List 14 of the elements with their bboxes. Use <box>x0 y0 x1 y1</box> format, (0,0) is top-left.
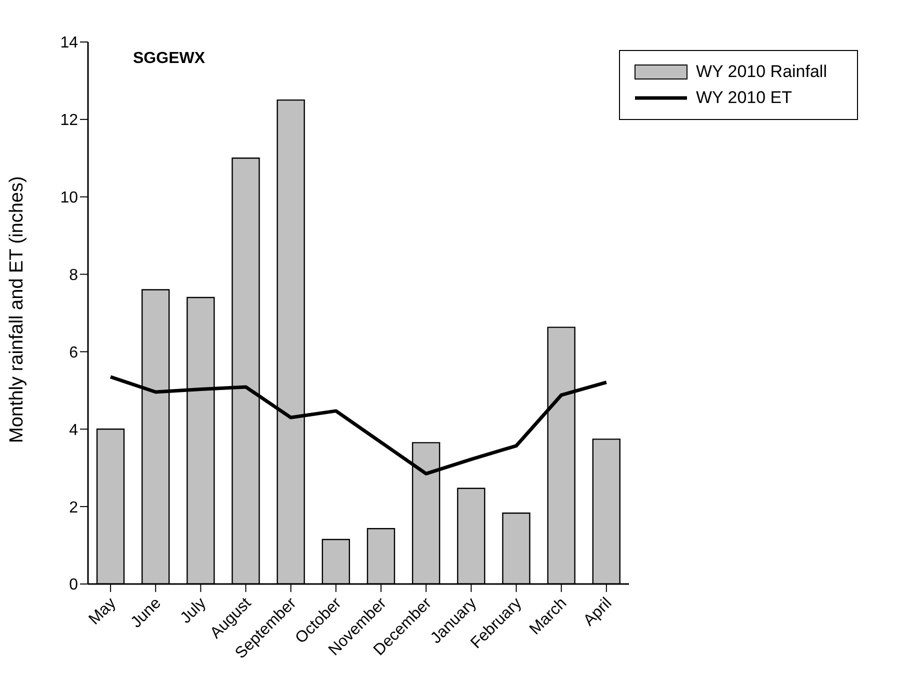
y-axis-title: Monthly rainfall and ET (inches) <box>6 176 28 443</box>
x-tick-label: May <box>86 594 120 628</box>
y-tick-label: 6 <box>69 344 78 362</box>
text: SGGEWX <box>133 50 206 68</box>
legend-label: WY 2010 Rainfall <box>696 62 827 82</box>
x-tick-label: July <box>177 594 210 627</box>
y-tick-label: 0 <box>69 576 78 594</box>
y-tick-label: 4 <box>69 422 78 439</box>
y-tick-label: 10 <box>60 190 78 207</box>
y-tick-label: 12 <box>60 112 78 130</box>
y-tick-label: 14 <box>60 34 78 52</box>
y-tick-label: 2 <box>69 499 78 516</box>
y-tick-label: 8 <box>69 266 78 284</box>
legend-label: WY 2010 ET <box>696 88 792 108</box>
